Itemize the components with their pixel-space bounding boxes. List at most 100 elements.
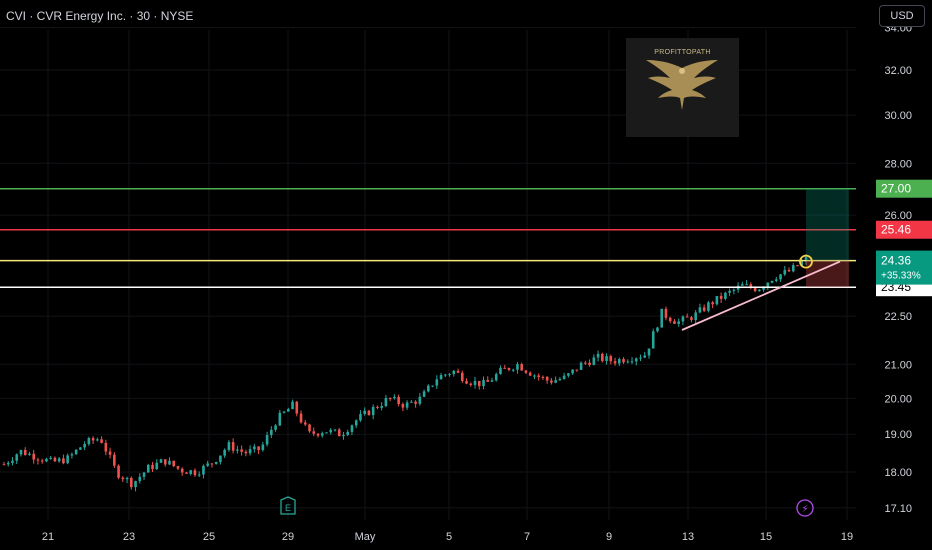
current-change-label: +35.33% (881, 271, 921, 282)
candle-body (70, 454, 74, 456)
candle-body (694, 312, 697, 321)
candle-body (707, 302, 710, 311)
candle-body (265, 435, 269, 445)
candle-body (643, 355, 647, 358)
price-tick-label: 17.10 (884, 503, 912, 515)
watermark-text: PROFITTOPATH (654, 49, 711, 56)
price-tick-label: 28.00 (884, 158, 912, 170)
candle-body (749, 284, 753, 288)
time-tick-label: 7 (524, 531, 530, 543)
candle-body (439, 375, 443, 380)
candle-body (337, 429, 341, 437)
candle-body (320, 433, 324, 436)
candle-body (732, 289, 736, 291)
candle-body (753, 287, 757, 292)
candle-body (639, 357, 642, 359)
candle-body (567, 373, 570, 376)
current-price-label: 24.36 (881, 254, 911, 268)
candle-body (240, 449, 243, 452)
candle-body (333, 429, 337, 431)
candle-body (176, 466, 180, 469)
candle-body (800, 261, 804, 266)
dividend-icon[interactable]: ⚡ (796, 499, 814, 517)
candle-body (342, 434, 345, 437)
dividend-icon-circle (796, 499, 814, 517)
candle-body (295, 401, 299, 414)
candle-body (494, 374, 498, 381)
eagle-icon (646, 60, 718, 110)
candle-body (278, 412, 282, 426)
candle-body (465, 380, 468, 384)
candle-body (588, 362, 591, 365)
reward-zone (806, 188, 849, 261)
candle-body (605, 356, 608, 361)
candle-body (787, 270, 791, 272)
time-tick-label: 13 (682, 531, 694, 543)
earnings-icon-label: E (285, 503, 291, 513)
stop-price-label-bg (876, 220, 932, 239)
candle-body (431, 385, 434, 387)
candle-body (520, 364, 523, 371)
candle-body (142, 472, 146, 477)
earnings-icon[interactable]: E (280, 496, 296, 515)
candle-body (206, 463, 209, 466)
candle-body (270, 429, 273, 436)
time-tick-label: 29 (282, 531, 294, 543)
candle-body (15, 454, 19, 461)
candle-body (168, 460, 171, 465)
price-tick-label: 19.00 (884, 429, 912, 441)
candle-body (104, 442, 108, 452)
candle-body (541, 376, 545, 378)
candle-body (49, 457, 52, 459)
candle-body (477, 380, 481, 387)
candle-body (23, 449, 27, 456)
candle-body (584, 362, 587, 364)
candle-body (660, 308, 664, 328)
current-price-bg (876, 250, 932, 285)
candle-body (303, 422, 307, 425)
earnings-icon-shape (280, 496, 296, 515)
candle-body (231, 442, 235, 451)
candle-body (367, 410, 371, 416)
candle-body (350, 425, 354, 432)
candle-body (83, 444, 86, 448)
candle-body (651, 331, 655, 349)
candle-body (6, 462, 10, 465)
time-tick-label: 15 (760, 531, 772, 543)
candle-body (397, 396, 400, 404)
price-axis[interactable]: 34.0032.0030.0028.0026.0022.5021.0020.00… (884, 23, 912, 515)
candle-body (516, 364, 519, 370)
candle-body (528, 372, 532, 376)
candle-body (253, 446, 256, 450)
candle-body (685, 316, 689, 318)
candle-body (40, 460, 44, 462)
candle-body (308, 424, 311, 432)
candle-body (28, 453, 31, 456)
candle-body (214, 461, 218, 464)
candle-body (36, 459, 40, 461)
candle-body (248, 449, 252, 454)
candle-body (715, 295, 719, 305)
overlays (0, 187, 856, 331)
candle-body (100, 439, 103, 443)
candle-body (724, 292, 727, 299)
candle-body (113, 454, 116, 466)
candle-body (146, 464, 150, 473)
candle-body (189, 470, 193, 474)
candle-body (766, 282, 770, 288)
candle-body (503, 367, 507, 369)
target-price-label-bg (876, 179, 932, 198)
price-tick-label: 22.50 (884, 311, 912, 323)
currency-button[interactable]: USD (879, 5, 925, 27)
time-axis[interactable]: 21 23 25 29 May 5 7 9 13 15 19 (42, 531, 853, 543)
candle-body (609, 356, 613, 362)
candle-body (138, 476, 142, 482)
candle-body (668, 317, 672, 322)
candle-body (185, 472, 188, 474)
candle-body (261, 444, 265, 451)
candle-body (202, 465, 205, 475)
candle-body (316, 433, 320, 436)
event-markers: E ⚡ (280, 496, 814, 517)
candle-body (422, 391, 426, 397)
